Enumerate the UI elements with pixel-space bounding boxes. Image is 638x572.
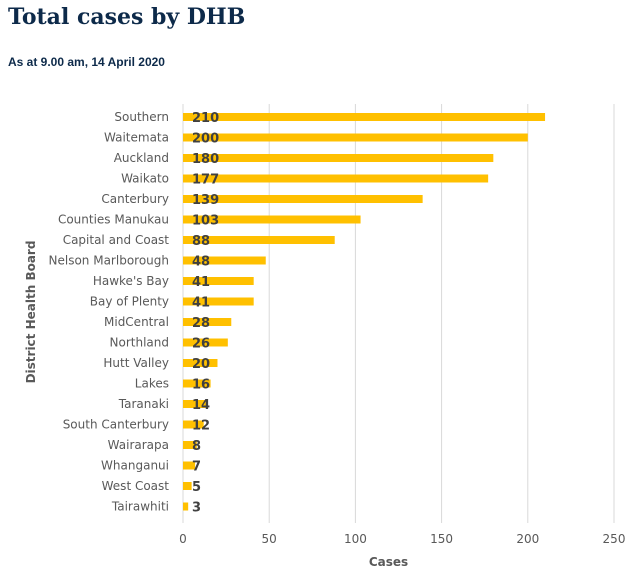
category-label: Whanganui — [101, 459, 169, 473]
bar — [183, 482, 192, 490]
category-label: Hawke's Bay — [93, 274, 169, 288]
data-label: 48 — [192, 255, 210, 270]
data-label: 180 — [192, 152, 219, 167]
data-label: 88 — [192, 234, 210, 249]
data-label: 103 — [192, 214, 219, 229]
category-label: Wairarapa — [108, 438, 169, 452]
category-label: Southern — [114, 110, 169, 124]
category-label: Counties Manukau — [58, 213, 169, 227]
bar — [183, 195, 423, 203]
category-label: Capital and Coast — [63, 233, 170, 247]
x-tick-label: 150 — [430, 532, 453, 546]
chart-subtitle: As at 9.00 am, 14 April 2020 — [8, 55, 165, 69]
x-tick-label: 100 — [344, 532, 367, 546]
bar — [183, 400, 208, 408]
bar — [183, 420, 204, 429]
bar — [183, 318, 232, 326]
category-label: South Canterbury — [63, 418, 169, 432]
data-label: 14 — [192, 398, 210, 413]
data-label: 12 — [192, 419, 210, 434]
data-label: 41 — [192, 275, 210, 290]
bar — [183, 133, 528, 142]
category-label: Waitemata — [104, 131, 169, 145]
data-label: 210 — [192, 111, 219, 126]
x-tick-label: 0 — [179, 532, 187, 546]
bar — [183, 297, 254, 306]
category-label: Waikato — [121, 172, 169, 186]
category-label: West Coast — [102, 479, 170, 493]
data-label: 26 — [192, 337, 210, 352]
category-label: Tairawhiti — [111, 500, 169, 514]
x-tick-label: 250 — [603, 532, 626, 546]
bar — [183, 338, 228, 347]
data-label: 7 — [192, 460, 201, 475]
gridlines — [182, 104, 615, 523]
category-label: Auckland — [114, 151, 169, 165]
bar — [183, 215, 361, 224]
x-tick-label: 200 — [516, 532, 539, 546]
bar — [183, 113, 546, 121]
category-label: Canterbury — [101, 192, 169, 206]
data-label: 139 — [192, 193, 219, 208]
data-labels: 210 200 180 177 139 103 88 48 41 41 28 26 20 16 14 12 8 7… — [192, 111, 219, 516]
bar — [183, 502, 189, 511]
data-label: 177 — [192, 173, 219, 188]
category-labels: Southern Waitemata Auckland Waikato Canterbu… — [49, 110, 170, 514]
data-label: 5 — [192, 480, 201, 495]
category-label: Taranaki — [118, 397, 169, 411]
bar — [183, 277, 254, 285]
bar — [183, 256, 266, 265]
chart-title: Total cases by DHB — [8, 4, 246, 30]
bars — [183, 113, 546, 511]
category-label: Hutt Valley — [103, 356, 169, 370]
y-axis-title: District Health Board — [24, 241, 38, 384]
category-label: MidCentral — [104, 315, 169, 329]
bar — [183, 379, 211, 388]
data-label: 3 — [192, 501, 201, 516]
x-tick-labels: 0 50 100 150 200 250 — [179, 532, 625, 546]
x-axis-title: Cases — [369, 555, 408, 569]
category-label: Northland — [110, 336, 169, 350]
data-label: 28 — [192, 316, 210, 331]
category-label: Lakes — [135, 377, 169, 391]
data-label: 41 — [192, 296, 210, 311]
bar — [183, 461, 196, 470]
bar — [183, 174, 489, 183]
category-label: Bay of Plenty — [90, 295, 169, 309]
data-label: 16 — [192, 378, 210, 393]
bar — [183, 154, 494, 162]
bar — [183, 236, 335, 244]
data-label: 200 — [192, 132, 219, 147]
x-tick-label: 50 — [262, 532, 277, 546]
category-label: Nelson Marlborough — [49, 254, 169, 268]
data-label: 20 — [192, 357, 210, 372]
bar — [183, 359, 218, 367]
bar — [183, 441, 197, 449]
data-label: 8 — [192, 439, 201, 454]
